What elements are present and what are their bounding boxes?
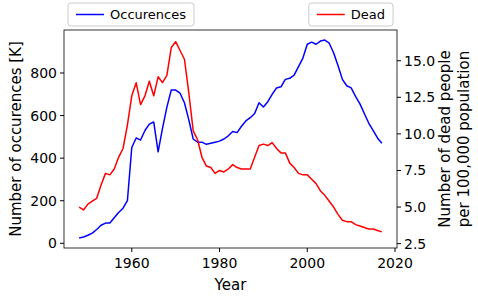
y-tick-label: 200 [30,193,57,209]
legend-box [309,3,393,26]
legend-label: Occurences [110,7,186,22]
y-tick [60,243,64,244]
y2-axis-label-line: per 100,000 population [455,51,473,227]
y-tick-label: 0 [48,235,57,251]
x-tick-label: 2020 [377,255,413,271]
y2-tick [397,60,401,61]
legend: Occurences [68,3,194,26]
y2-tick [397,97,401,98]
legend-box [68,3,194,26]
y-tick-label: 600 [30,108,57,124]
y-tick [60,73,64,74]
chart: 1960 1980 2000 2020 0 200 400 600 800 2.5 5.0 7.5 10… [0,0,478,296]
y2-tick-label: 15.0 [404,53,435,69]
y-tick [60,158,64,159]
x-tick [307,248,308,252]
y2-tick [397,133,401,134]
x-tick-label: 1960 [114,255,150,271]
y-tick [60,115,64,116]
legend: Dead [309,3,393,26]
y2-tick [397,170,401,171]
y2-tick-label: 7.5 [404,162,426,178]
x-tick [219,248,220,252]
legend-line [317,14,345,16]
plot-lines [79,40,382,238]
x-tick [395,248,396,252]
y2-tick-label: 5.0 [404,199,426,215]
y2-tick-label: 2.5 [404,236,426,252]
y2-tick [397,207,401,208]
legend-label: Dead [351,7,385,22]
y2-axis-label-line: Number of dead people [436,50,454,227]
y-tick-label: 800 [30,65,57,81]
y-axis-label: Number of occurences [K] [7,41,25,237]
y2-tick-label: 10.0 [404,126,435,142]
y2-tick-label: 12.5 [404,89,435,105]
series-line [79,42,382,232]
x-tick-label: 2000 [289,255,325,271]
series-line [79,40,382,238]
y2-tick [397,243,401,244]
x-axis-label: Year [214,276,248,294]
legend-line [76,14,104,16]
y2-axis-label: Number of dead peopleper 100,000 populat… [436,50,473,227]
plot-frame [64,30,397,248]
x-tick-label: 1980 [202,255,238,271]
y-tick [60,200,64,201]
x-tick [131,248,132,252]
y-tick-label: 400 [30,150,57,166]
background [0,0,478,296]
